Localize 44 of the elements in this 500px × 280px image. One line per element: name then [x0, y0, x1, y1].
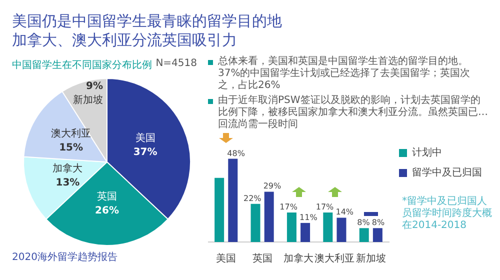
data-label: 48%: [227, 148, 246, 158]
x-tick-label: 加拿大: [284, 252, 314, 265]
text: 加拿大、澳大利亚分流英国吸引力: [12, 31, 238, 50]
bar: [286, 212, 296, 242]
slice-label: 英国: [97, 190, 117, 202]
data-label: 11%: [300, 212, 318, 222]
data-label: 26%: [95, 205, 119, 216]
bar: [359, 228, 369, 242]
bar: [228, 158, 238, 242]
x-tick-label: 澳大利亚: [314, 252, 355, 265]
data-label: 8%: [357, 218, 370, 228]
data-label: 9%: [86, 80, 103, 92]
text: 由于近年取消PSW签证以及脱欧的影响，计划去英国留学的比例下降，被移民国家加拿大和澳大利亚分流。虽然英国已…回流尚需一段时间: [218, 95, 489, 131]
bar: [264, 192, 274, 242]
text: N=4518: [156, 58, 197, 71]
data-label: 8%: [372, 218, 386, 228]
data-label: 22%: [243, 194, 262, 203]
text: 美国仍是中国留学生最青睐的留学目的地: [12, 12, 283, 31]
chart-title: 中国留学生在不同国家分布比例: [12, 58, 152, 72]
data-label: 15%: [59, 142, 84, 154]
bar: [300, 222, 310, 242]
x-tick-label: 美国: [216, 252, 236, 265]
bar: [250, 204, 260, 242]
bar: [336, 218, 346, 242]
legend-label: 计划中: [412, 146, 442, 159]
text: 总体来看，美国和英国是中国留学生首选的留学目的地。37%的中国留学生计划或已经选择了去美国留学；英国次之，占比26%: [218, 56, 472, 92]
bar: [323, 212, 333, 242]
data-label: 17%: [280, 202, 298, 212]
data-label: 17%: [316, 202, 334, 212]
text: 2020海外留学趋势报告: [12, 250, 118, 264]
legend-label: 留学中及已归国: [412, 166, 482, 179]
x-tick-label: 新加坡: [356, 252, 386, 265]
slice-label: 美国: [135, 132, 156, 144]
slice-label: 澳大利亚: [51, 127, 92, 140]
slice-label: 新加坡: [73, 94, 103, 106]
data-label: 37%: [133, 147, 158, 158]
x-tick-label: 英国: [252, 252, 272, 265]
slice-label: 加拿大: [52, 162, 83, 175]
data-label: 29%: [263, 182, 282, 191]
bar: [214, 178, 224, 242]
text: *留学中及已归国人员留学时间跨度大概在2014-2018: [402, 196, 492, 232]
data-label: 13%: [56, 178, 80, 189]
data-label: 14%: [336, 208, 354, 217]
bar: [372, 228, 382, 242]
